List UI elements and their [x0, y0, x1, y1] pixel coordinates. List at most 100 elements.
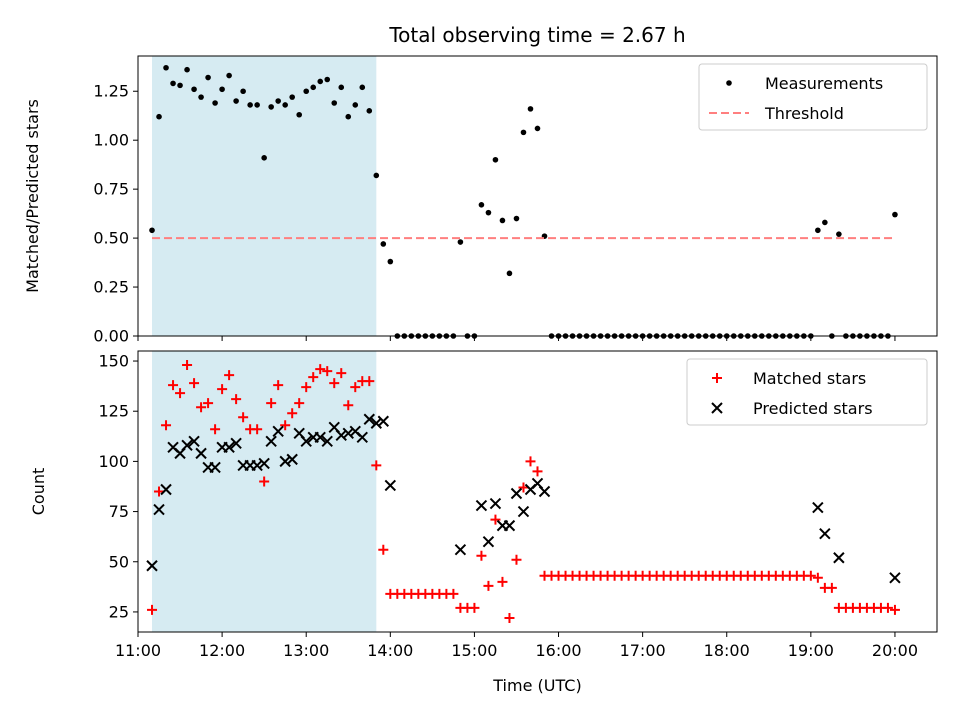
matched-star-point	[343, 400, 354, 411]
legend-label: Matched stars	[753, 369, 866, 388]
measurement-point	[219, 86, 225, 93]
matched-star-point	[889, 604, 900, 615]
y-tick-label: 1.00	[93, 131, 129, 150]
measurement-point	[261, 155, 267, 161]
measurement-point	[191, 86, 197, 93]
predicted-star-point	[286, 453, 298, 466]
measurement-point	[534, 125, 541, 132]
predicted-star-point	[153, 503, 165, 516]
top-y-axis-label: Matched/Predicted stars	[23, 99, 42, 293]
predicted-star-point	[889, 572, 901, 584]
x-tick-label: 19:00	[788, 641, 834, 660]
matched-star-point	[504, 612, 515, 623]
measurement-point	[815, 227, 821, 234]
measurement-point	[240, 88, 246, 95]
observing-window-shade-top	[152, 56, 377, 336]
bottom-legend: Matched stars Predicted stars	[686, 358, 928, 426]
predicted-star-point	[510, 487, 523, 500]
legend-marker-plus	[712, 373, 722, 383]
measurement-point	[317, 78, 324, 85]
predicted-star-point	[489, 497, 502, 510]
predicted-star-point	[279, 455, 291, 468]
measurement-point	[331, 100, 338, 106]
y-tick-label: 150	[98, 352, 129, 371]
matched-star-point	[182, 360, 193, 371]
predicted-star-point	[475, 499, 488, 512]
measurement-point	[457, 239, 464, 245]
measurement-point	[527, 106, 534, 112]
measurement-point	[485, 209, 492, 216]
top-axes-frame	[137, 55, 938, 337]
matched-star-point	[231, 394, 242, 405]
measurement-point	[310, 84, 317, 91]
matched-star-point	[448, 588, 459, 599]
legend-label: Predicted stars	[753, 399, 873, 418]
y-tick-label: 25	[109, 602, 129, 621]
y-tick-label: 100	[98, 452, 129, 471]
measurement-point	[513, 215, 520, 222]
measurement-point	[275, 98, 281, 104]
predicted-star-point	[342, 427, 354, 440]
predicted-star-point	[209, 461, 221, 474]
predicted-star-point	[363, 413, 375, 425]
measurement-point	[205, 74, 211, 81]
predicted-star-point	[146, 560, 158, 572]
predicted-star-point	[195, 447, 207, 460]
top-x-axis	[137, 336, 896, 341]
measurement-point	[478, 202, 485, 208]
predicted-star-point	[181, 439, 193, 452]
predicted-star-point	[819, 527, 831, 540]
y-tick-label: 0.75	[93, 180, 129, 199]
matched-star-point	[350, 382, 361, 393]
measurement-point	[282, 102, 288, 108]
measurement-point	[184, 66, 190, 73]
matched-star-point	[497, 576, 508, 587]
measurement-point	[226, 72, 232, 79]
top-y-axis: 0.00 0.25 0.50 0.75 1.00 1.25	[93, 82, 138, 346]
matched-star-point	[238, 412, 249, 423]
predicted-star-point	[370, 417, 383, 429]
x-tick-label: 13:00	[283, 641, 329, 660]
legend-label: Measurements	[765, 74, 883, 93]
predicted-star-point	[335, 429, 347, 442]
matched-star-point	[252, 424, 263, 435]
x-tick-label: 18:00	[704, 641, 750, 660]
matched-star-point	[266, 398, 277, 409]
measurement-point	[303, 88, 310, 95]
legend-box	[686, 358, 928, 426]
measurement-point	[892, 211, 898, 218]
matched-star-point	[189, 378, 200, 389]
measurement-point	[387, 258, 394, 265]
matched-star-point	[469, 602, 480, 613]
predicted-star-point	[538, 485, 551, 498]
measurement-point	[247, 102, 253, 108]
predicted-star-point	[300, 435, 312, 448]
measurement-point	[506, 270, 513, 277]
x-tick-label: 14:00	[367, 641, 413, 660]
measurement-point	[198, 94, 204, 100]
measurement-point	[373, 172, 380, 179]
top-legend: Measurements Threshold	[698, 63, 928, 131]
measurement-point	[359, 84, 366, 91]
matched-star-point	[518, 482, 529, 493]
matched-star-point	[280, 420, 291, 431]
x-tick-label: 11:00	[115, 641, 161, 660]
predicted-star-point	[812, 501, 824, 514]
bottom-x-axis: 11:00 12:00 13:00 14:00 15:00 16:00 17:00 18:00…	[115, 632, 918, 660]
measurement-point	[156, 113, 162, 120]
matched-star-point	[490, 514, 501, 525]
predicted-star-point	[503, 519, 516, 532]
measurement-point	[366, 108, 373, 114]
predicted-star-point	[265, 435, 277, 448]
matched-star-point	[294, 398, 305, 409]
measurement-point	[520, 129, 527, 136]
predicted-star-point	[356, 431, 368, 444]
matched-star-point	[476, 550, 487, 561]
predicted-star-point	[251, 459, 263, 472]
predicted-star-point	[833, 552, 845, 564]
matched-star-point	[287, 408, 298, 419]
matched-star-point	[217, 384, 228, 395]
x-tick-label: 15:00	[451, 641, 497, 660]
matched-star-point	[511, 554, 522, 565]
measurement-point	[492, 156, 499, 163]
